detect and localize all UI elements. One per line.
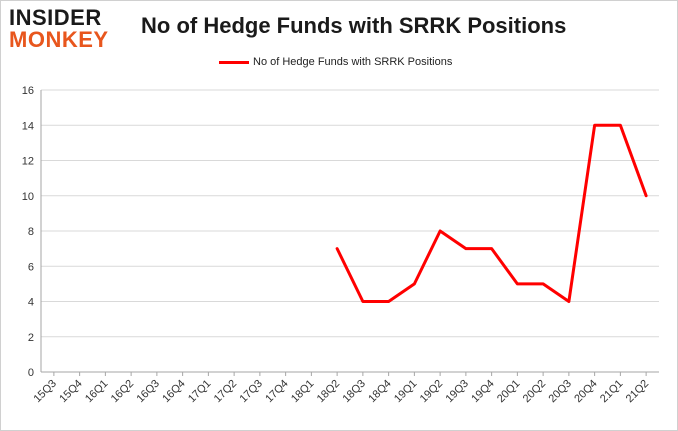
x-tick-label: 16Q2 [109,378,137,406]
x-tick-label: 17Q1 [186,378,214,406]
x-tick-label: 18Q4 [366,378,394,406]
x-tick-label: 20Q3 [546,378,574,406]
y-tick-label: 6 [28,261,34,273]
x-tick-label: 16Q3 [134,378,162,406]
y-tick-label: 0 [28,367,34,379]
y-tick-label: 10 [22,191,34,203]
y-tick-label: 8 [28,226,34,238]
x-tick-label: 20Q2 [521,378,549,406]
x-tick-label: 15Q3 [31,378,59,406]
x-tick-label: 15Q4 [57,378,85,406]
insider-monkey-logo: INSIDER MONKEY [9,7,127,55]
x-tick-label: 21Q2 [624,378,652,406]
y-tick-label: 16 [22,85,34,97]
x-tick-label: 17Q3 [237,378,265,406]
y-tick-label: 4 [28,297,34,309]
legend-swatch [219,60,249,64]
logo-line-1: INSIDER [9,5,102,30]
chart-legend: No of Hedge Funds with SRRK Positions [219,54,452,70]
legend-label: No of Hedge Funds with SRRK Positions [253,56,453,68]
x-tick-label: 16Q4 [160,378,188,406]
x-tick-label: 20Q1 [495,378,523,406]
x-tick-label: 21Q1 [598,378,626,406]
x-tick-label: 17Q4 [263,378,291,406]
series-line [335,123,648,303]
x-tick-label: 19Q1 [392,378,420,406]
y-tick-label: 2 [28,332,34,344]
x-tick-label: 19Q4 [469,378,497,406]
x-tick-label: 16Q1 [83,378,111,406]
y-tick-label: 12 [22,156,34,168]
y-tick-label: 14 [22,120,34,132]
x-tick-label: 18Q1 [289,378,317,406]
x-tick-label: 18Q2 [315,378,343,406]
x-tick-label: 19Q2 [418,378,446,406]
x-tick-label: 19Q3 [443,378,471,406]
x-tick-label: 18Q3 [340,378,368,406]
chart-title: No of Hedge Funds with SRRK Positions [141,13,567,38]
x-tick-label: 17Q2 [212,378,240,406]
x-tick-label: 20Q4 [572,378,600,406]
logo-line-2: MONKEY [9,27,109,52]
